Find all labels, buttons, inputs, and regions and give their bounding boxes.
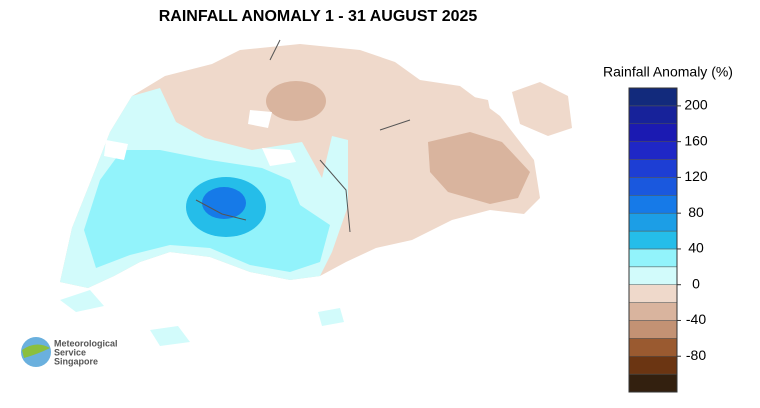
legend-tick-label: 0 <box>692 275 700 291</box>
southern-islands <box>60 290 344 346</box>
legend-bin <box>628 123 678 142</box>
legend-bin <box>628 248 678 268</box>
legend-bin <box>628 355 678 375</box>
legend-bin <box>628 373 678 393</box>
island-map <box>60 39 572 346</box>
legend-bin <box>628 284 678 303</box>
reservoirs <box>104 110 296 166</box>
legend: -80 -40 0 40 80 120 160 200 <box>628 87 708 393</box>
legend-tick-label: 160 <box>684 132 708 148</box>
map-title: RAINFALL ANOMALY 1 - 31 AUGUST 2025 <box>159 8 478 25</box>
legend-tick-label: 80 <box>688 204 704 220</box>
legend-frame <box>628 87 678 393</box>
logo-text: Singapore <box>54 356 98 366</box>
legend-tick-label: -40 <box>686 311 706 327</box>
legend-bin <box>628 195 678 214</box>
pulau-ubin <box>420 92 492 126</box>
roads <box>195 39 411 233</box>
legend-tick-label: 200 <box>684 97 708 113</box>
legend-bin <box>628 266 678 285</box>
legend-bin <box>628 141 678 160</box>
legend-title: Rainfall Anomaly (%) <box>603 64 733 80</box>
legend-tick-label: 40 <box>688 240 704 256</box>
legend-tick-label: -80 <box>686 347 706 363</box>
wet-core-inner <box>202 187 246 219</box>
pulau-tekong <box>512 82 572 136</box>
legend-bin <box>628 302 678 321</box>
legend-bin <box>628 212 678 232</box>
legend-bin <box>628 230 678 250</box>
logo: Meteorological Service Singapore <box>21 337 118 367</box>
legend-bin <box>628 105 678 125</box>
logo-swirl <box>22 344 50 358</box>
legend-tick-label: 120 <box>684 168 708 184</box>
logo-text: Service <box>54 347 86 357</box>
logo-text: Meteorological <box>54 338 118 348</box>
legend-bin <box>628 159 678 178</box>
legend-bin <box>628 338 678 357</box>
legend-bin <box>628 87 678 107</box>
legend-bin <box>628 177 678 196</box>
dry-east-patch <box>428 132 530 204</box>
legend-bin <box>628 320 678 339</box>
dry-north-patch <box>266 81 326 121</box>
